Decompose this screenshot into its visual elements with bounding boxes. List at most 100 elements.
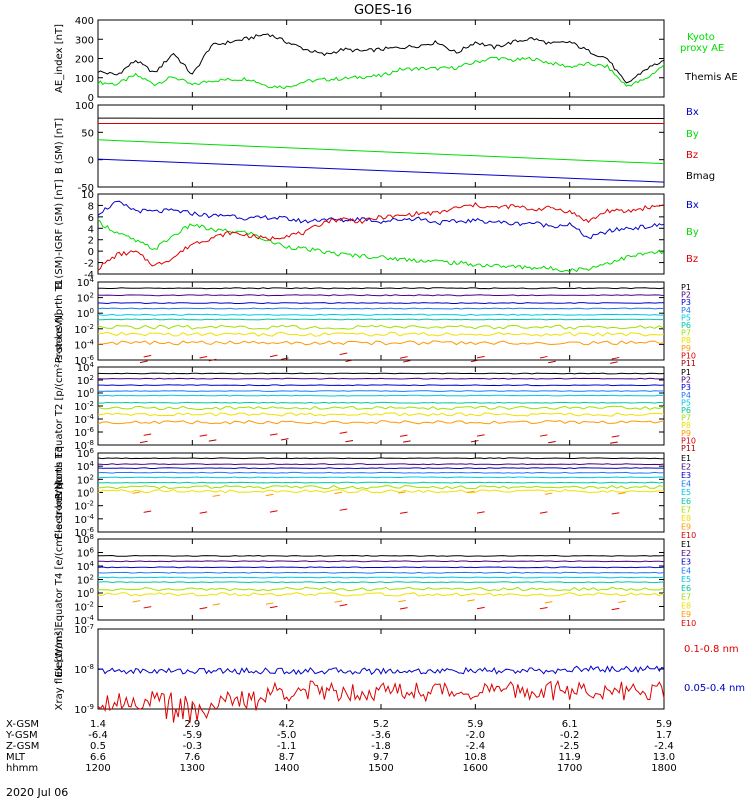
channel-line-e8 [97,592,665,597]
channel-fragment-p11 [470,440,479,443]
legend-p6: P6 [681,321,691,330]
xray-line-short [97,665,665,676]
channel-fragment-e10 [269,510,278,513]
legend-p11: P11 [681,444,696,453]
legend-p1: P1 [681,283,691,292]
legend-kyoto: Kyoto [687,32,715,43]
y-tick-label: 10 [81,190,94,201]
panel-7: Electrons Equator T4 [e/(cm²-s-sr-keV)] 1… [54,482,696,677]
channel-fragment-e10 [476,511,485,514]
legend-e9: E9 [681,522,691,531]
channel-fragment-e10 [143,606,152,609]
y-tick-label: 10-2 [74,500,94,513]
channel-fragment-p11 [280,357,289,360]
x-row-value: 1400 [274,763,299,774]
legend-bz: Bz [686,150,698,161]
channel-line-p7 [97,324,665,330]
x-row-value: -5.9 [183,730,203,741]
channel-fragment-e9 [265,493,274,497]
legend-p7: P7 [681,329,691,338]
legend-e8: E8 [681,514,691,523]
channel-line-e6 [97,481,665,484]
series-line-themis-ae [97,33,665,84]
channel-line-p2 [97,377,665,380]
channel-fragment-p10 [143,433,152,436]
panel-8: Xray flux [W/m²] 10-7 10-8 10-9 0.1-0.8 nm 0.… [54,623,745,723]
y-tick-label: 10-2 [74,323,94,336]
channel-line-p8 [97,331,665,337]
channel-line-p1 [98,287,665,290]
channel-line-p6 [97,318,664,321]
x-row-value: -2.4 [654,741,674,752]
legend-xray-long: 0.1-0.8 nm [684,644,739,655]
channel-fragment-p10 [399,356,408,359]
y-tick-label: 10-4 [74,338,94,351]
channel-line-e2 [97,463,665,466]
y-tick-label: 4 [88,224,94,235]
y-tick-label: 10-9 [74,703,94,716]
legend-p6: P6 [681,406,691,415]
channel-line-e6 [97,581,665,584]
channel-line-e1 [97,554,665,557]
legend-bmag: Bmag [686,171,715,182]
channel-fragment-p11 [345,359,354,363]
channel-line-e5 [97,576,665,579]
channel-line-p6 [97,401,665,404]
x-row-value: -5.0 [277,730,297,741]
x-row-value: 1.4 [90,719,106,730]
legend-p3: P3 [681,383,691,392]
channel-fragment-e9 [618,600,626,604]
y-tick-label: 10-2 [74,601,94,614]
x-row-value: 5.9 [656,719,672,730]
y-tick-label: 10-2 [74,400,94,413]
x-row-value: 4.2 [279,719,295,730]
y-axis-label: Electrons Equator T4 [e/(cm²-s-sr-keV)] [54,482,65,677]
legend-p4: P4 [681,306,691,315]
x-row-label-y-gsm: Y-GSM [5,730,38,741]
y-tick-label: 104 [77,361,95,374]
x-row-value: 1200 [85,763,110,774]
channel-fragment-p10 [269,433,278,436]
legend-bz: Bz [686,254,698,265]
x-row-value: -2.4 [466,741,486,752]
channel-fragment-e10 [399,607,408,610]
x-row-label-x-gsm: X-GSM [6,719,39,730]
channel-fragment-p10 [539,355,548,359]
y-tick-label: 104 [77,460,95,473]
legend-themis-ae: Themis AE [684,72,738,83]
channel-line-p8 [97,412,665,417]
legend-p1: P1 [681,368,691,377]
y-tick-label: 10-8 [74,663,94,676]
y-tick-label: 102 [77,292,94,305]
y-tick-label: 106 [77,447,95,460]
y-tick-label: 106 [77,547,95,560]
y-tick-label: 10-6 [74,426,94,439]
y-tick-label: 0 [88,247,94,258]
y-tick-label: 100 [77,387,94,400]
x-axis-table: X-GSM 1.4 2.9 4.2 5.2 5.9 6.1 5.9Y-GSM -6.4 -5.9-… [5,719,677,774]
y-tick-label: 10-8 [74,439,94,452]
y-tick-label: 2 [88,236,94,247]
y-tick-label: -4 [84,270,94,281]
channel-fragment-p11 [208,439,217,442]
channel-fragment-p10 [539,434,548,437]
legend-e7: E7 [681,505,691,514]
channel-fragment-e9 [132,491,141,494]
channel-fragment-e10 [539,606,548,610]
y-tick-label: 102 [77,473,94,486]
y-tick-label: 10-4 [74,413,94,426]
channel-fragment-e10 [339,604,348,607]
channel-fragment-p10 [399,434,408,437]
channel-fragment-e9 [544,492,553,495]
legend-p8: P8 [681,336,691,345]
channel-fragment-e10 [611,512,620,515]
channel-fragment-p10 [611,435,620,438]
channel-line-e1 [97,457,665,460]
x-row-value: 6.1 [562,719,578,730]
panel-2: B (SM) [nT] 100 50 0 -50 Bx By Bz Bmag [54,101,715,194]
channel-line-p5 [97,394,665,397]
channel-fragment-e10 [611,607,620,611]
legend-proxy-ae: proxy AE [680,43,724,54]
channel-line-p9 [97,420,665,425]
legend-e3: E3 [681,558,691,567]
